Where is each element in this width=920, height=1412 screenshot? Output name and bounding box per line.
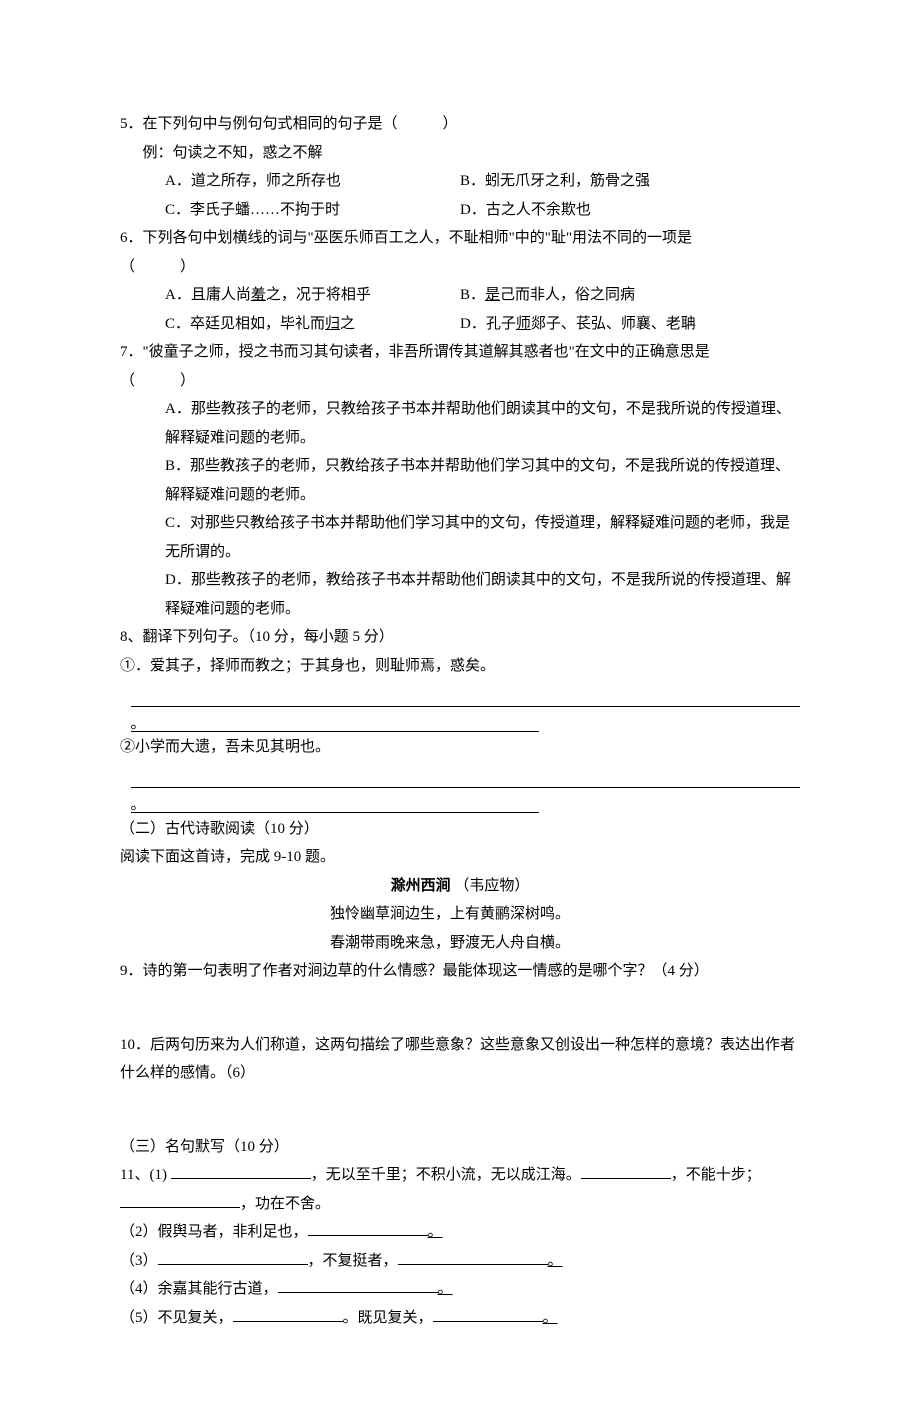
q8-s1-blank2 [131,710,539,732]
q7-b: B．那些教孩子的老师，只教给孩子书本并帮助他们学习其中的文句，不是我所说的传授道… [120,452,800,509]
q11-4b: 。 [438,1281,453,1297]
q6-a-post: 之，况于将相乎 [266,287,371,303]
q7-c: C．对那些只教给孩子书本并帮助他们学习其中的文句，传授道理，解释疑难问题的老师，… [120,509,800,566]
q11-5c: 。 [543,1310,558,1326]
sec2-head: （二）古代诗歌阅读（10 分） [120,815,800,844]
q6-c-ul: 归 [325,316,340,332]
q6-row2: C．卒廷见相如，毕礼而归之 D．孔子师郯子、苌弘、师襄、老聃 [120,310,800,339]
poem-author: （韦应物） [454,878,529,894]
q5-example: 例：句读之不知，惑之不解 [120,139,800,168]
blank-11-3b [398,1249,548,1265]
q5-row1: A．道之所存，师之所存也 B．蚓无爪牙之利，筋骨之强 [120,167,800,196]
q5-b: B．蚓无爪牙之利，筋骨之强 [460,167,800,196]
blank-11-2 [308,1220,428,1236]
q7-d: D．那些教孩子的老师，教给孩子书本并帮助他们朗读其中的文句，不是我所说的传授道理… [120,566,800,623]
q6-b-post: 己而非人，俗之同病 [500,287,635,303]
q11-5b: 。既见复关， [343,1310,433,1326]
q6-a: A．且庸人尚羞之，况于将相乎 [120,281,460,310]
poem-l2: 春潮带雨晚来急，野渡无人舟自横。 [120,929,800,958]
q6-d: D．孔子师郯子、苌弘、师襄、老聃 [460,310,800,339]
q9: 9．诗的第一句表明了作者对涧边草的什么情感？最能体现这一情感的是哪个字？（4 分… [120,957,800,986]
q6-d-ul: 师 [516,316,531,332]
q6-c-pre: C．卒廷见相如，毕礼而 [165,316,325,332]
q8-s1-blank1 [131,685,801,707]
blank-11-5b [433,1306,543,1322]
q6-c-post: 之 [340,316,355,332]
q6-d-post: 郯子、苌弘、师襄、老聃 [531,316,696,332]
sec2-sub: 阅读下面这首诗，完成 9-10 题。 [120,843,800,872]
q11-1d: ，功在不舍。 [240,1196,330,1212]
q11-1a: 11、(1) [120,1167,171,1183]
blank-11-3a [158,1249,308,1265]
poem-title: 滁州西涧 （韦应物） [120,872,800,901]
q6-a-pre: A．且庸人尚 [165,287,251,303]
q10-gap [120,1088,800,1111]
q11-4: （4）余嘉其能行古道， 。 [120,1275,800,1304]
q5-d: D．古之人不余欺也 [460,196,800,225]
q11-5: （5）不见复关， 。既见复关， 。 [120,1304,800,1333]
q11-2: （2）假舆马者，非利足也， 。 [120,1218,800,1247]
q8-s2-blank2 [131,791,539,813]
q11-3c: 。 [548,1253,563,1269]
sec3-head: （三）名句默写（10 分） [120,1133,800,1162]
q6-c: C．卒廷见相如，毕礼而归之 [120,310,460,339]
q11-1c: ，不能十步； [671,1167,761,1183]
q5-row2: C．李氏子蟠……不拘于时 D．古之人不余欺也 [120,196,800,225]
q11-3: （3） ，不复挺者， 。 [120,1247,800,1276]
q7-a: A．那些教孩子的老师，只教给孩子书本并帮助他们朗读其中的文句，不是我所说的传授道… [120,395,800,452]
q6-row1: A．且庸人尚羞之，况于将相乎 B．是己而非人，俗之同病 [120,281,800,310]
blank-11-4 [278,1277,438,1293]
q9-gap [120,986,800,1009]
q10: 10．后两句历来为人们称道，这两句描绘了哪些意象？这些意象又创设出一种怎样的意境… [120,1031,800,1088]
q6-stem-a: 6．下列各句中划横线的词与"巫医乐师百工之人，不耻相师"中的"耻"用法不同的一项… [120,224,800,253]
q11-3a: （3） [120,1253,158,1269]
q8-stem: 8、翻译下列句子。（10 分，每小题 5 分） [120,623,800,652]
q11-2b: 。 [428,1224,443,1240]
q11-4a: （4）余嘉其能行古道， [120,1281,278,1297]
q5-stem: 5．在下列句中与例句句式相同的句子是（ ） [120,110,800,139]
q11-1b: ，无以至千里；不积小流，无以成江海。 [311,1167,581,1183]
q7-stem-a: 7．"彼童子之师，授之书而习其句读者，非吾所谓传其道解其惑者也"在文中的正确意思… [120,338,800,367]
blank-11-1b [581,1163,671,1179]
q11-3b: ，不复挺者， [308,1253,398,1269]
poem-l1: 独怜幽草涧边生，上有黄鹂深树鸣。 [120,900,800,929]
q11-2a: （2）假舆马者，非利足也， [120,1224,308,1240]
q8-s2: ②小学而大遗，吾未见其明也。 [120,733,800,762]
q7-stem-b: （ ） [120,367,800,396]
blank-11-5a [233,1306,343,1322]
page-content: 5．在下列句中与例句句式相同的句子是（ ） 例：句读之不知，惑之不解 A．道之所… [0,0,920,1412]
q11-1: 11、(1) ，无以至千里；不积小流，无以成江海。 ，不能十步； ，功在不舍。 [120,1161,800,1218]
q9-gap2 [120,1008,800,1031]
q10-gap2 [120,1110,800,1133]
q8-s2-blank1 [131,766,801,788]
q6-b-ul: 是 [485,287,500,303]
q5-a: A．道之所存，师之所存也 [120,167,460,196]
q8-s1: ①．爱其子，择师而教之；于其身也，则耻师焉，惑矣。 [120,652,800,681]
blank-11-1a [171,1163,311,1179]
blank-11-1c [120,1192,240,1208]
q6-a-ul: 羞 [251,287,266,303]
q6-stem-b: （ ） [120,253,800,282]
q6-b-pre: B． [460,287,485,303]
q11-5a: （5）不见复关， [120,1310,233,1326]
q6-d-pre: D．孔子 [460,316,516,332]
poem-title-bold: 滁州西涧 [391,877,451,894]
q6-b: B．是己而非人，俗之同病 [460,281,800,310]
q5-c: C．李氏子蟠……不拘于时 [120,196,460,225]
